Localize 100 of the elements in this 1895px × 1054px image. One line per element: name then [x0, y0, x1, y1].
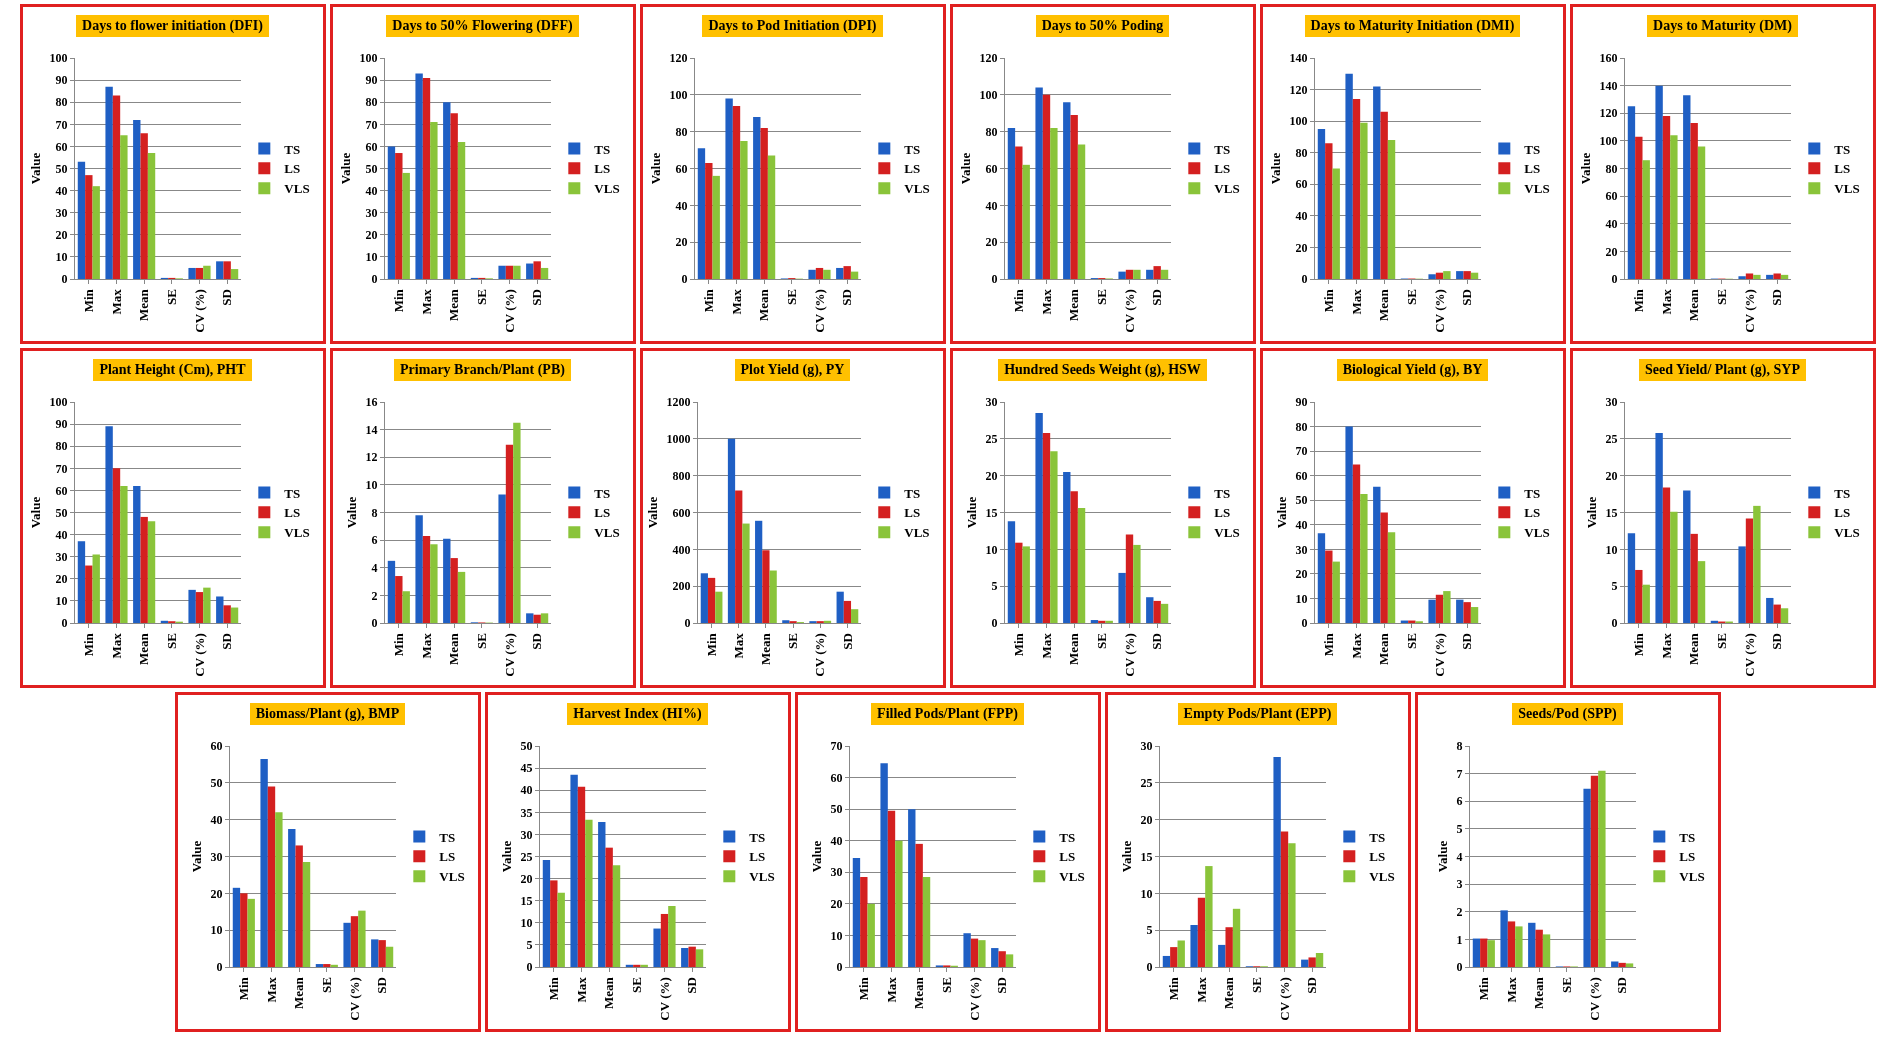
- y-tick-label: 50: [210, 776, 223, 791]
- bar: [77, 161, 85, 279]
- bar: [1069, 491, 1078, 623]
- legend-label: LS: [903, 161, 920, 177]
- bar: [1125, 534, 1133, 623]
- bar: [542, 860, 550, 967]
- x-tick-label: Max: [1193, 976, 1209, 1003]
- y-tick-label: 45: [520, 761, 533, 776]
- bar: [687, 946, 696, 967]
- y-tick-label: 0: [61, 272, 68, 287]
- bar: [1162, 955, 1170, 967]
- bar: [1682, 490, 1690, 623]
- bar: [394, 576, 403, 623]
- bar: [680, 947, 688, 967]
- y-axis-title: Value: [647, 152, 663, 185]
- y-axis-title: Value: [1273, 496, 1289, 529]
- y-tick-label: 60: [1295, 177, 1308, 192]
- y-tick-label: 60: [1295, 468, 1308, 483]
- bar: [1352, 99, 1360, 279]
- y-tick-label: 5: [1611, 579, 1618, 594]
- y-tick-label: 100: [669, 88, 688, 103]
- y-tick-label: 40: [830, 833, 843, 848]
- bar: [1442, 271, 1451, 279]
- bar: [997, 951, 1006, 967]
- y-tick-label: 90: [55, 417, 68, 432]
- y-tick-label: 90: [365, 73, 378, 88]
- y-axis-title: Value: [644, 496, 660, 529]
- bar: [914, 843, 923, 967]
- chart-title: Seed Yield/ Plant (g), SYP: [1639, 359, 1806, 381]
- y-tick-label: 40: [985, 198, 998, 213]
- bar: [584, 819, 593, 967]
- x-tick-label: Mean: [1685, 632, 1701, 665]
- bar: [139, 133, 148, 279]
- legend-label: VLS: [1213, 181, 1240, 197]
- bar: [1752, 505, 1761, 623]
- bar: [734, 490, 742, 623]
- y-tick-label: 16: [365, 395, 378, 410]
- y-tick-label: 10: [365, 478, 378, 493]
- chart-title: Plot Yield (g), PY: [734, 359, 851, 381]
- x-tick-label: CV (%): [656, 977, 672, 1021]
- y-tick-label: 20: [365, 228, 378, 242]
- bar: [497, 494, 506, 623]
- y-axis-title: Value: [1583, 496, 1599, 529]
- bar: [1280, 831, 1288, 967]
- x-tick-label: Mean: [1375, 288, 1391, 321]
- bar: [724, 98, 733, 279]
- y-tick-label: 15: [520, 893, 533, 908]
- bar: [287, 828, 295, 967]
- x-tick-label: Mean: [1065, 632, 1081, 665]
- y-tick-label: 80: [1605, 161, 1618, 176]
- bar: [1737, 546, 1746, 623]
- bar: [1042, 432, 1050, 623]
- x-tick-label: Min: [80, 632, 96, 657]
- y-tick-label: 90: [1295, 395, 1308, 410]
- x-tick-label: Min: [1630, 288, 1646, 313]
- x-tick-label: CV (%): [1276, 977, 1292, 1021]
- y-axis-title: Value: [1118, 840, 1134, 873]
- bar: [132, 485, 140, 623]
- x-tick-label: Mean: [135, 632, 151, 665]
- bar: [1005, 954, 1013, 967]
- y-tick-label: 80: [1295, 145, 1308, 160]
- bar: [1462, 271, 1471, 279]
- y-tick-label: 1200: [666, 395, 691, 410]
- bar: [1344, 426, 1353, 623]
- y-tick-label: 20: [1295, 240, 1308, 255]
- bar: [77, 541, 85, 623]
- bar: [569, 774, 578, 967]
- bar: [879, 763, 888, 967]
- bar: [604, 847, 613, 967]
- bar: [1487, 940, 1495, 967]
- legend-label: LS: [1833, 161, 1850, 177]
- bar: [1472, 938, 1480, 967]
- y-tick-label: 50: [830, 802, 843, 817]
- bar: [761, 550, 770, 623]
- chart-title: Days to Maturity Initiation (DMI): [1304, 15, 1521, 37]
- bar: [230, 607, 238, 623]
- bar: [1077, 508, 1085, 623]
- y-tick-label: 0: [1301, 616, 1308, 631]
- bar: [92, 554, 100, 623]
- bar: [1527, 922, 1535, 967]
- x-tick-label: SD: [1613, 977, 1629, 994]
- bar: [119, 135, 128, 279]
- x-tick-label: SD: [683, 977, 699, 994]
- legend-label: VLS: [1058, 869, 1085, 885]
- x-tick-label: SD: [1768, 289, 1784, 306]
- chart-title: Biological Yield (g), BY: [1336, 359, 1489, 381]
- bar: [850, 609, 858, 623]
- y-tick-label: 40: [55, 527, 68, 542]
- y-tick-label: 80: [675, 124, 688, 139]
- y-tick-label: 40: [1605, 216, 1618, 231]
- x-tick-label: Mean: [600, 976, 616, 1009]
- bar: [1197, 897, 1205, 967]
- y-tick-label: 0: [216, 960, 223, 975]
- bar: [754, 520, 762, 623]
- y-tick-label: 3: [1456, 877, 1463, 892]
- bar: [1117, 271, 1126, 279]
- x-tick-label: CV (%): [501, 289, 517, 333]
- bar: [1697, 146, 1705, 279]
- bar: [1617, 962, 1626, 967]
- bar: [247, 898, 255, 967]
